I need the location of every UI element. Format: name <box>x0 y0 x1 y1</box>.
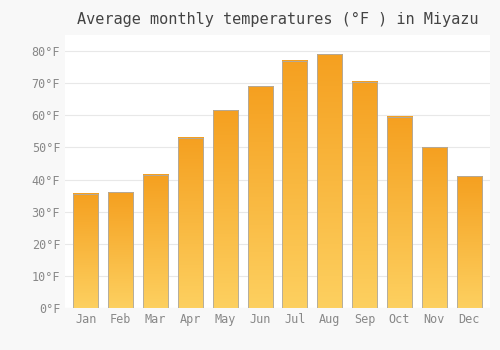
Bar <box>108 193 134 308</box>
Bar <box>387 117 412 308</box>
Bar <box>248 86 272 308</box>
Bar <box>422 147 447 308</box>
Bar <box>74 194 98 308</box>
Bar <box>143 175 168 308</box>
Bar <box>456 176 481 308</box>
Bar <box>352 82 377 308</box>
Bar <box>178 138 203 308</box>
Title: Average monthly temperatures (°F ) in Miyazu: Average monthly temperatures (°F ) in Mi… <box>77 12 478 27</box>
Bar <box>317 54 342 308</box>
Bar <box>212 111 238 308</box>
Bar <box>282 61 308 308</box>
